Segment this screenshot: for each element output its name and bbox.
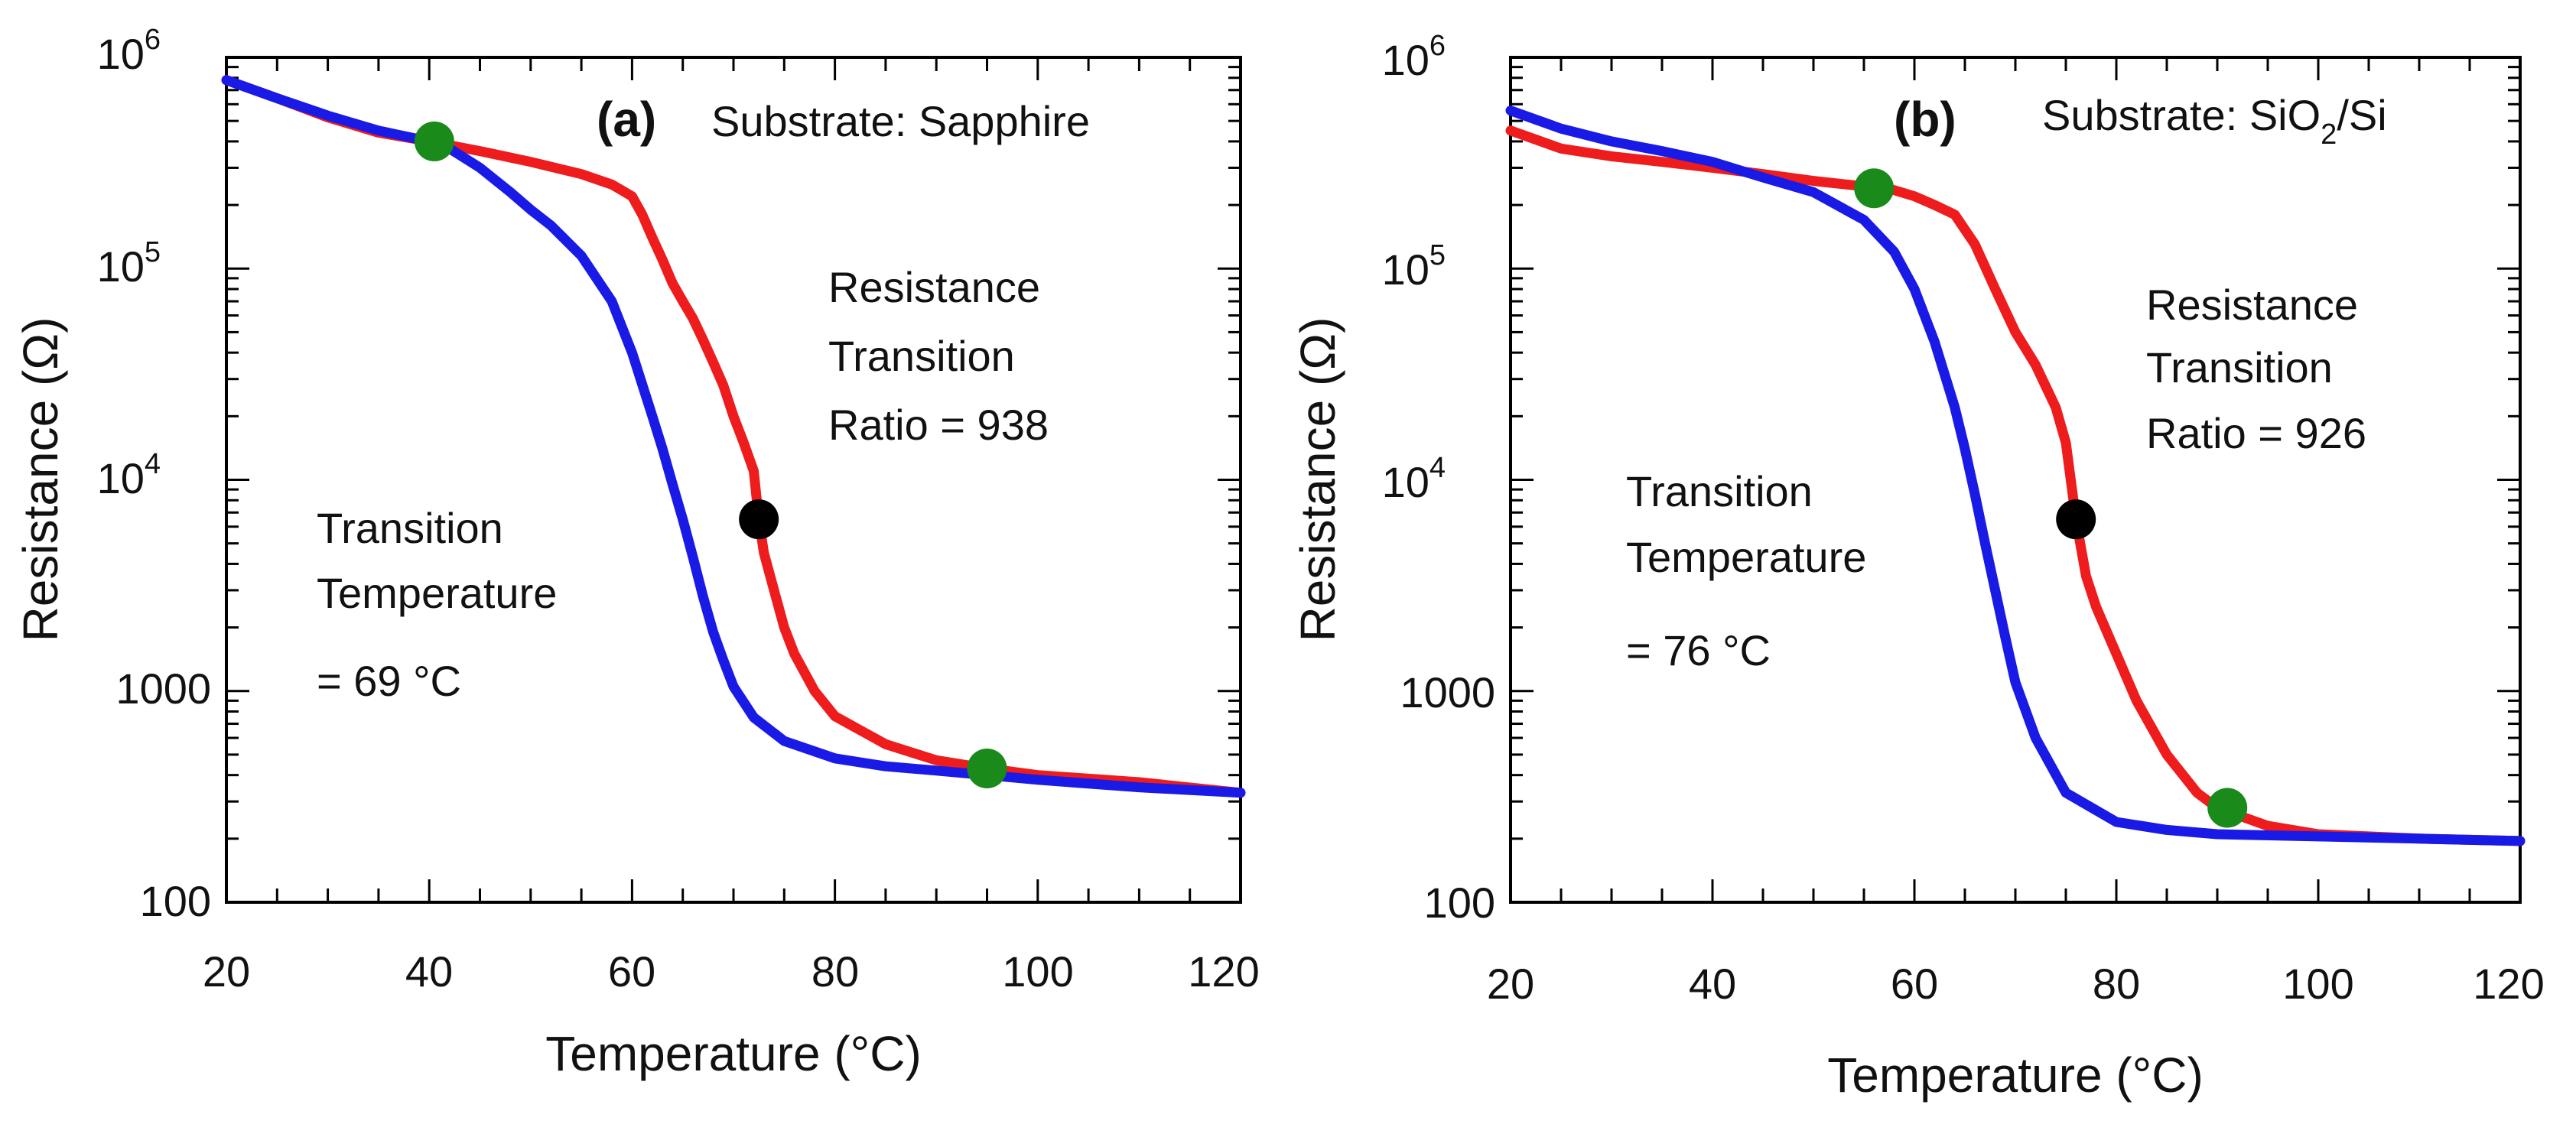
data-point-marker [739,499,779,540]
substrate-label: Substrate: Sapphire [711,97,1090,145]
y-tick-label: 100 [140,877,211,925]
x-tick-label: 80 [812,947,859,996]
data-point-marker [967,749,1007,789]
data-point-marker [2056,499,2096,540]
series-line-cooling [1505,106,2526,846]
data-point-marker [2207,788,2248,828]
y-tick-label: 104 [1382,452,1446,506]
y-axis-title: Resistance (Ω) [1290,317,1345,642]
x-tick-label: 100 [1002,947,1073,996]
ratio-annotation-line: Ratio = 938 [828,401,1049,449]
y-axis-title: Resistance (Ω) [13,317,68,642]
x-tick-label: 80 [2093,960,2140,1008]
data-point-marker [414,121,454,161]
x-axis-title: Temperature (°C) [545,1026,922,1081]
axis-ticks [1509,56,2522,904]
x-tick-label: 120 [1188,947,1259,996]
temp-annotation-line: Transition [1626,467,1813,515]
data-point-marker [1854,168,1895,209]
series-line-heating [221,75,1246,798]
y-tick-label: 106 [97,24,161,78]
x-tick-label: 20 [203,947,250,996]
temp-annotation-line: Temperature [1626,533,1866,581]
series-layer [1505,106,2526,846]
panel-label: (b) [1894,92,1956,147]
y-tick-label: 100 [1424,879,1495,927]
marker-layer [414,121,1007,789]
y-tick-label: 104 [97,448,161,502]
temp-annotation-value: = 69 °C [317,657,461,705]
ratio-annotation-line: Resistance [828,263,1040,311]
chart-panel-b: 20 40 60 80 100 120 106 105 104 1000 100… [1290,30,2545,1103]
y-tick-label: 1000 [115,664,211,713]
y-tick-label: 106 [1382,30,1446,84]
panel-label: (a) [597,92,656,147]
y-tick-labels: 106 105 104 1000 100 [97,24,211,925]
x-tick-label: 20 [1487,960,1534,1008]
y-tick-label: 1000 [1400,668,1495,716]
x-tick-label: 40 [405,947,453,996]
temp-annotation-value: = 76 °C [1626,626,1771,674]
x-tick-label: 100 [2282,960,2353,1008]
y-tick-label: 105 [97,236,161,291]
ratio-annotation-line: Transition [828,332,1015,380]
marker-layer [1854,168,2248,828]
ratio-annotation-line: Ratio = 926 [2146,409,2366,457]
x-axis-title: Temperature (°C) [1827,1048,2204,1103]
ratio-annotation-line: Transition [2146,343,2333,391]
x-tick-label: 120 [2473,960,2544,1008]
x-tick-labels: 20 40 60 80 100 120 [203,947,1260,996]
x-tick-labels: 20 40 60 80 100 120 [1487,960,2545,1008]
temp-annotation-line: Transition [317,504,503,552]
x-tick-label: 60 [1891,960,1938,1008]
x-tick-label: 60 [608,947,655,996]
ratio-annotation-line: Resistance [2146,281,2358,329]
x-tick-label: 40 [1689,960,1736,1008]
substrate-label: Substrate: SiO2/Si [2042,91,2387,151]
y-tick-label: 105 [1382,239,1446,294]
chart-panel-a: 20 40 60 80 100 120 106 105 104 1000 100… [13,24,1260,1081]
temp-annotation-line: Temperature [317,569,557,617]
axis-ticks [225,56,1242,904]
y-tick-labels: 106 105 104 1000 100 [1382,30,1495,927]
